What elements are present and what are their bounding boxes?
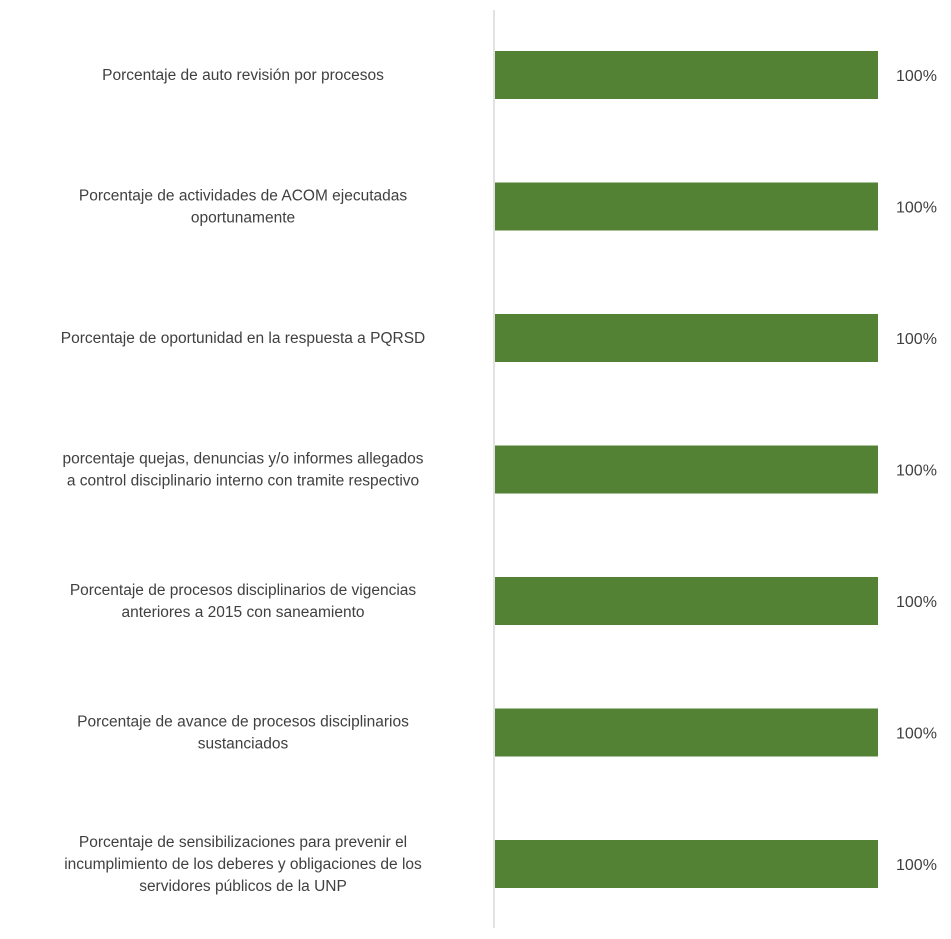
data-label-2: 100%	[896, 200, 937, 217]
category-label-5: Porcentaje de procesos disciplinarios de…	[70, 582, 417, 621]
category-label-line: anteriores a 2015 con saneamiento	[122, 604, 365, 621]
category-label-line: oportunamente	[191, 210, 295, 227]
category-label-line: Porcentaje de procesos disciplinarios de…	[70, 582, 417, 599]
data-label-1: 100%	[896, 68, 937, 85]
category-label-1: Porcentaje de auto revisión por procesos	[102, 67, 384, 84]
bar-3	[495, 314, 878, 362]
data-label-3: 100%	[896, 331, 937, 348]
data-labels-group: 100% 100% 100% 100% 100% 100% 100%	[896, 68, 937, 874]
category-label-3: Porcentaje de oportunidad en la respuest…	[61, 330, 425, 347]
category-label-line: a control disciplinario interno con tram…	[67, 473, 419, 490]
category-label-line: Porcentaje de auto revisión por procesos	[102, 67, 384, 84]
data-label-4: 100%	[896, 463, 937, 480]
category-label-line: servidores públicos de la UNP	[139, 878, 347, 895]
category-label-line: Porcentaje de actividades de ACOM ejecut…	[79, 188, 408, 205]
category-label-line: Porcentaje de avance de procesos discipl…	[77, 714, 409, 731]
category-label-line: incumplimiento de los deberes y obligaci…	[64, 856, 422, 873]
data-label-7: 100%	[896, 857, 937, 874]
bars-group	[495, 51, 878, 888]
category-label-line: sustanciados	[198, 736, 289, 753]
category-label-7: Porcentaje de sensibilizaciones para pre…	[64, 834, 422, 895]
bar-1	[495, 51, 878, 99]
bar-5	[495, 577, 878, 625]
bar-7	[495, 840, 878, 888]
category-label-line: Porcentaje de sensibilizaciones para pre…	[79, 834, 407, 851]
bar-6	[495, 708, 878, 757]
category-label-4: porcentaje quejas, denuncias y/o informe…	[62, 451, 423, 490]
category-label-line: Porcentaje de oportunidad en la respuest…	[61, 330, 425, 347]
category-label-2: Porcentaje de actividades de ACOM ejecut…	[79, 188, 408, 227]
data-label-6: 100%	[896, 726, 937, 743]
data-label-5: 100%	[896, 594, 937, 611]
bar-4	[495, 445, 878, 494]
category-labels-group: Porcentaje de auto revisión por procesos…	[61, 67, 425, 895]
bar-2	[495, 182, 878, 231]
category-label-6: Porcentaje de avance de procesos discipl…	[77, 714, 409, 753]
category-label-line: porcentaje quejas, denuncias y/o informe…	[62, 451, 423, 468]
